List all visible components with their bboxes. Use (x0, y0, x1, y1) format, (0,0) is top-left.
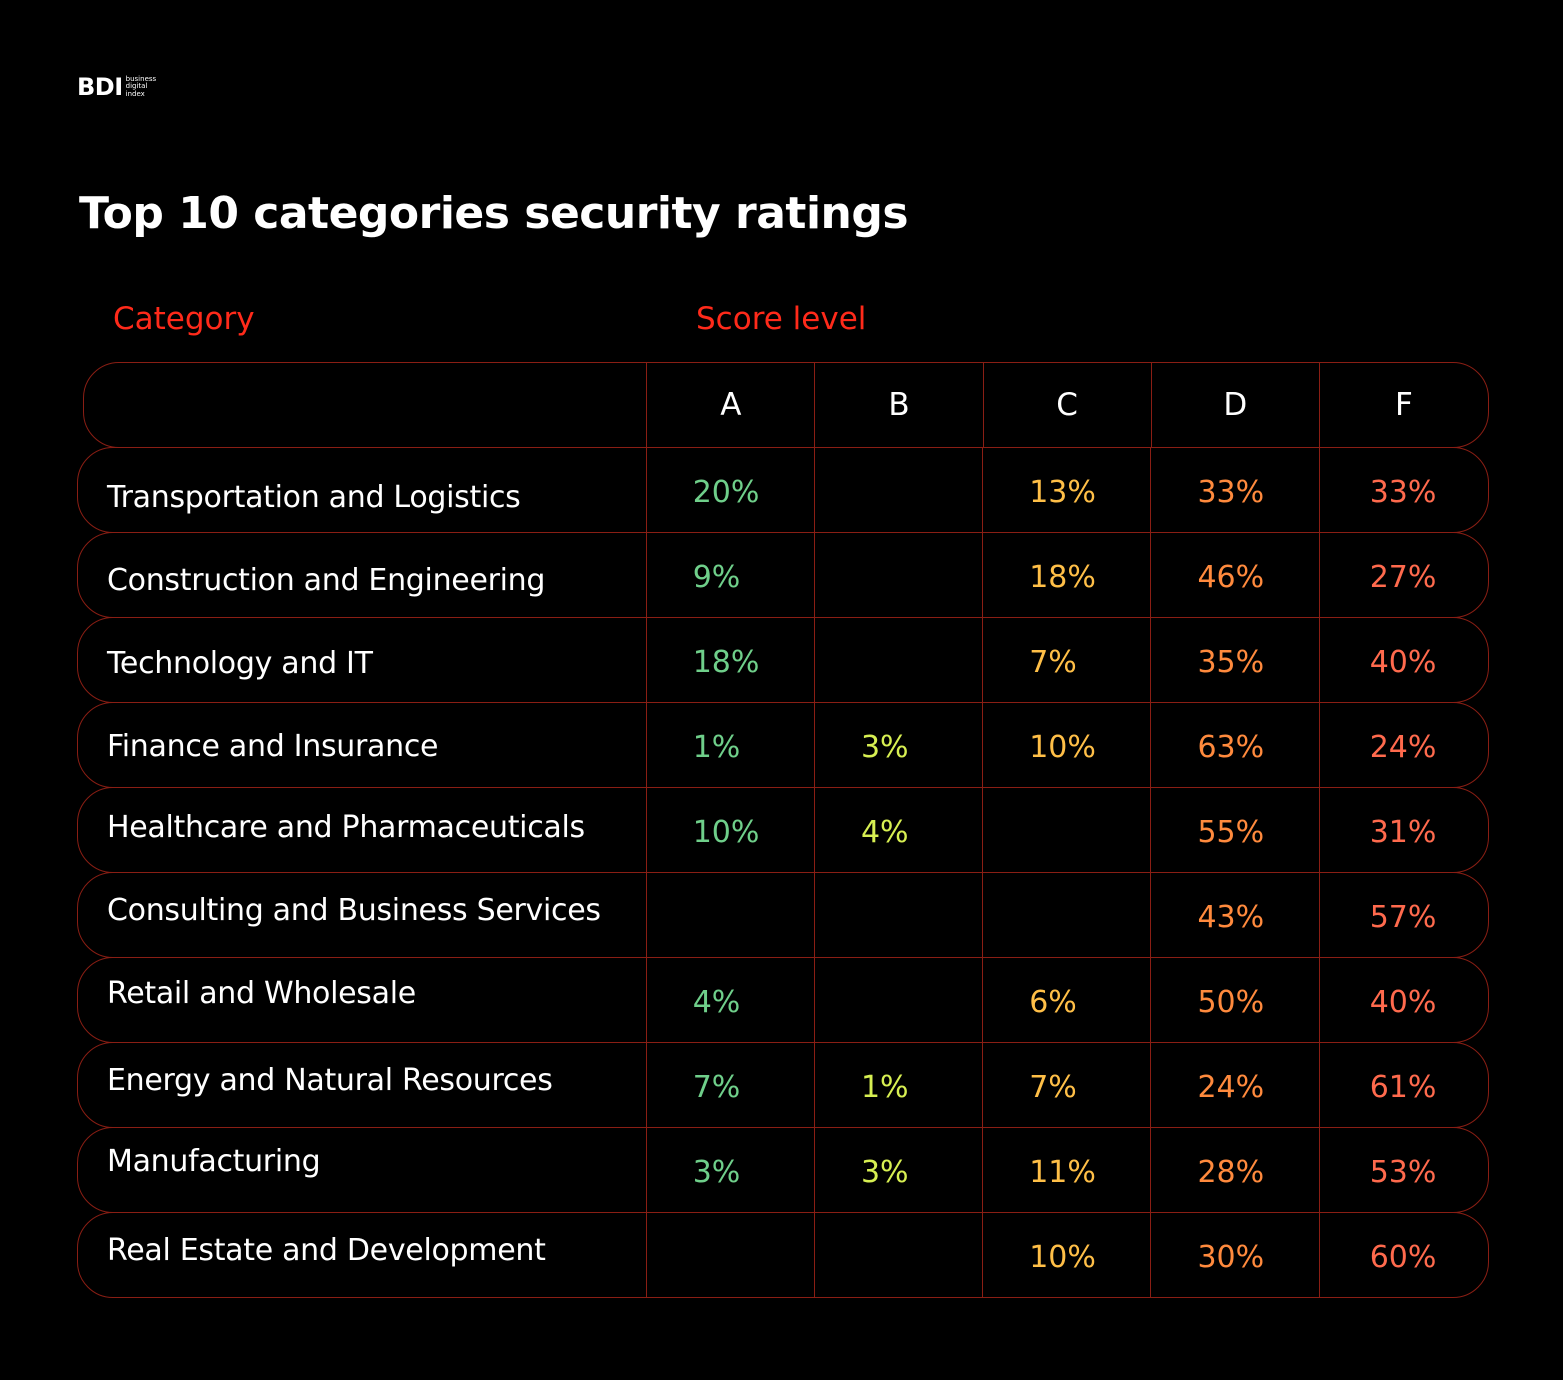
table-row: Technology and IT 18% 7% 35% 40% (77, 617, 1489, 703)
value-cell-grade-d: 28% (1151, 1128, 1320, 1212)
category-label: Construction and Engineering (78, 533, 647, 617)
header-category-cell (84, 363, 648, 447)
value-cell-grade-b: 4% (815, 788, 984, 872)
value-cell-grade-c: 11% (983, 1128, 1152, 1212)
header-grade-c: C (984, 363, 1152, 447)
value-cell-grade-d: 24% (1151, 1043, 1320, 1127)
logo-subtitle: business digital index (125, 74, 157, 99)
chart-title: Top 10 categories security ratings (79, 188, 909, 239)
value-cell-grade-d: 50% (1151, 958, 1320, 1042)
table-row: Finance and Insurance 1% 3% 10% 63% 24% (77, 702, 1489, 788)
value-cell-grade-f: 31% (1369, 815, 1437, 850)
value-cell-grade-b (815, 618, 984, 702)
header-grade-d: D (1152, 363, 1320, 447)
table-row: Transportation and Logistics 20% 13% 33% 33% (77, 447, 1489, 533)
table-row: Healthcare and Pharmaceuticals 10% 4% 55% 31… (77, 787, 1489, 873)
value-cell-grade-f: 61% (1369, 1070, 1437, 1105)
value-cell-grade-b (815, 873, 984, 957)
value-cell-grade-d: 33% (1151, 448, 1320, 532)
value-cell-grade-f: 27% (1369, 560, 1437, 595)
value-cell-grade-c: 7% (983, 1043, 1152, 1127)
value-cell-grade-c: 13% (983, 448, 1152, 532)
ratings-table: A B C D F Transportation and Logistics 20… (77, 362, 1489, 1298)
value-cell-grade-b (815, 1213, 984, 1297)
table-header-row: A B C D F (83, 362, 1489, 448)
value-cell-grade-a: 7% (647, 1043, 815, 1127)
value-cell-grade-b (815, 533, 984, 617)
value-cell-grade-f: 24% (1369, 730, 1437, 765)
category-label: Retail and Wholesale (78, 958, 647, 1042)
value-cell-grade-a: 9% (647, 533, 815, 617)
table-row: Construction and Engineering 9% 18% 46% 27% (77, 532, 1489, 618)
value-cell-grade-c: 7% (983, 618, 1152, 702)
logo-sub-line: index (125, 89, 145, 98)
table-row: Consulting and Business Services 43% 57% (77, 872, 1489, 958)
logo-mark: BDI (77, 73, 123, 101)
value-cell-grade-a: 3% (647, 1128, 815, 1212)
category-label: Manufacturing (78, 1128, 647, 1212)
value-cell-grade-a: 4% (647, 958, 815, 1042)
table-row: Real Estate and Development 10% 30% 60% (77, 1212, 1489, 1298)
value-cell-grade-d: 30% (1151, 1213, 1320, 1297)
category-label: Consulting and Business Services (78, 873, 647, 957)
table-row: Energy and Natural Resources 7% 1% 7% 24% 61% (77, 1042, 1489, 1128)
table-row: Retail and Wholesale 4% 6% 50% 40% (77, 957, 1489, 1043)
value-cell-grade-d: 63% (1151, 703, 1320, 787)
bdi-logo: BDI business digital index (77, 74, 156, 100)
category-label: Energy and Natural Resources (78, 1043, 647, 1127)
value-cell-grade-b: 3% (815, 1128, 984, 1212)
value-cell-grade-a: 10% (647, 788, 815, 872)
value-cell-grade-c (983, 788, 1152, 872)
header-grade-a: A (647, 363, 816, 447)
value-cell-grade-c: 10% (983, 1213, 1152, 1297)
value-cell-grade-c: 6% (983, 958, 1152, 1042)
category-label: Technology and IT (78, 618, 647, 702)
value-cell-grade-c: 18% (983, 533, 1152, 617)
category-label: Transportation and Logistics (78, 448, 647, 532)
category-column-label: Category (113, 301, 255, 337)
value-cell-grade-d: 35% (1151, 618, 1320, 702)
value-cell-grade-b: 1% (815, 1043, 984, 1127)
value-cell-grade-f: 60% (1369, 1240, 1437, 1275)
value-cell-grade-f: 40% (1369, 645, 1437, 680)
header-grade-f: F (1394, 387, 1413, 423)
value-cell-grade-f: 57% (1369, 900, 1437, 935)
value-cell-grade-d: 43% (1151, 873, 1320, 957)
category-label: Real Estate and Development (78, 1213, 647, 1297)
value-cell-grade-b: 3% (815, 703, 984, 787)
value-cell-grade-f: 40% (1369, 985, 1437, 1020)
value-cell-grade-a: 18% (647, 618, 815, 702)
value-cell-grade-a: 20% (647, 448, 815, 532)
value-cell-grade-f: 33% (1369, 475, 1437, 510)
value-cell-grade-a (647, 1213, 815, 1297)
logo-sub-line: business (125, 74, 157, 83)
value-cell-grade-d: 55% (1151, 788, 1320, 872)
value-cell-grade-b (815, 958, 984, 1042)
category-label: Finance and Insurance (78, 703, 647, 787)
table-row: Manufacturing 3% 3% 11% 28% 53% (77, 1127, 1489, 1213)
value-cell-grade-a: 1% (647, 703, 815, 787)
value-cell-grade-c: 10% (983, 703, 1152, 787)
value-cell-grade-a (647, 873, 815, 957)
value-cell-grade-f: 53% (1369, 1155, 1437, 1190)
header-grade-b: B (815, 363, 984, 447)
value-cell-grade-b (815, 448, 984, 532)
value-cell-grade-d: 46% (1151, 533, 1320, 617)
score-level-column-label: Score level (696, 301, 867, 337)
logo-sub-line: digital (125, 82, 148, 91)
value-cell-grade-c (983, 873, 1152, 957)
category-label: Healthcare and Pharmaceuticals (78, 788, 647, 872)
